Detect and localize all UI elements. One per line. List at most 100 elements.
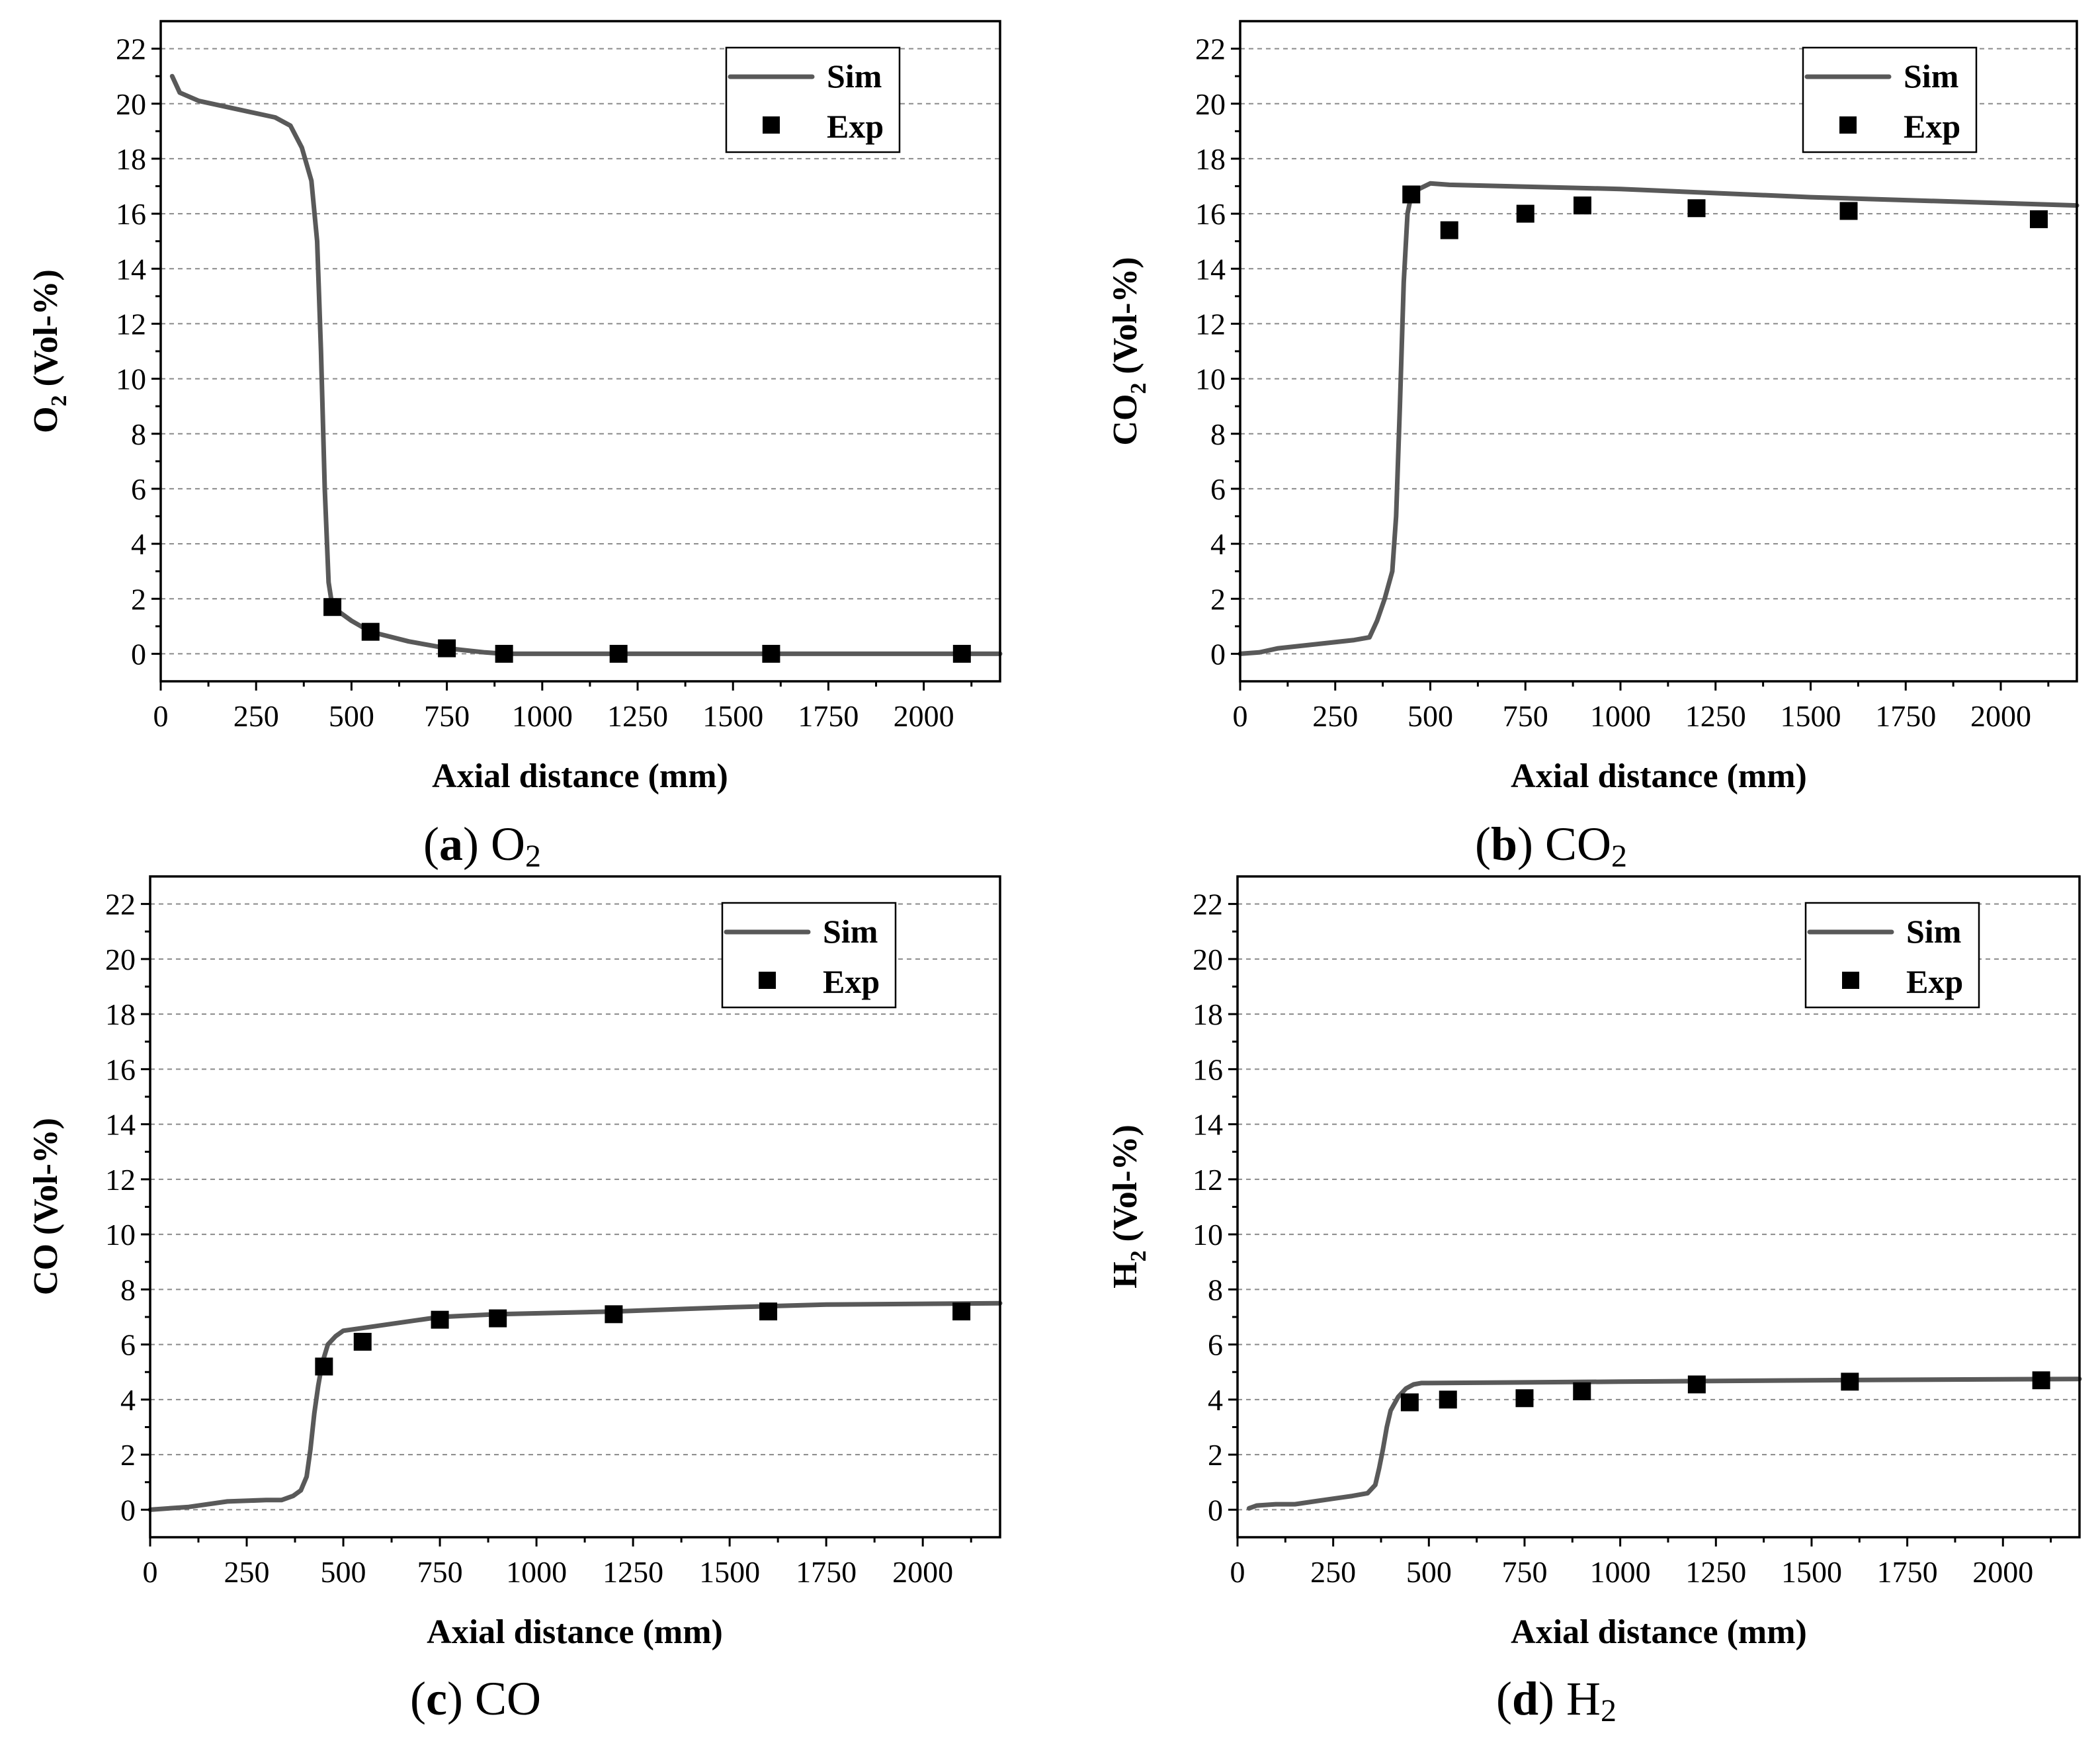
panel-a-x-tick-label-1250: 1250 [607, 699, 668, 733]
panel-c-x-tick-label-500: 500 [321, 1555, 366, 1589]
panel-b-x-axis-title: Axial distance (mm) [1511, 757, 1807, 795]
panel-b-caption-close: ) [1517, 818, 1545, 870]
panel-d-x-tick-label-1000: 1000 [1590, 1555, 1651, 1589]
panel-c-y-tick-label-10: 10 [105, 1218, 136, 1251]
panel-a-exp-point-550 [361, 622, 380, 641]
panel-a-x-axis-title: Axial distance (mm) [432, 757, 728, 795]
panel-b-exp-point-1600 [1839, 202, 1858, 220]
panel-b-x-tick-label-1750: 1750 [1875, 699, 1936, 733]
panel-c-x-tick-label-0: 0 [143, 1555, 158, 1589]
panel-c-exp-point-550 [353, 1332, 372, 1351]
panel-a-caption-subscript: 2 [525, 839, 541, 874]
panel-c-y-tick-label-6: 6 [120, 1328, 136, 1362]
panel-c-caption-close: ) [447, 1672, 475, 1725]
panel-b-y-tick-label-0: 0 [1210, 637, 1226, 671]
panel-d-x-tick-label-250: 250 [1310, 1555, 1356, 1589]
panel-b-y-axis-title: CO2 (Vol-%) [1107, 257, 1151, 445]
panel-a-y-tick-label-6: 6 [131, 472, 146, 506]
panel-d-exp-point-750 [1515, 1389, 1534, 1408]
panel-a-y-axis-title-main: O [27, 406, 65, 433]
panel-b-y-tick-label-20: 20 [1195, 87, 1226, 121]
panel-c: 0 2 4 6 8 10 12 14 16 18 20 22 0 250 500 750 1000 1250 150… [27, 875, 1003, 1725]
panel-b-y-tick-label-18: 18 [1195, 142, 1226, 176]
panel-d-x-tick-label-2000: 2000 [1972, 1555, 2033, 1589]
panel-d-exp-point-1600 [1841, 1373, 1859, 1391]
panel-c-x-tick-label-250: 250 [224, 1555, 270, 1589]
panel-a-x-tick-label-0: 0 [153, 699, 169, 733]
panel-d-exp-point-900 [1573, 1382, 1591, 1400]
panel-c-y-tick-label-14: 14 [105, 1108, 136, 1142]
panel-d-axes: 0 2 4 6 8 10 12 14 16 18 20 22 0 250 500 750 1000 1250 150… [1193, 888, 2052, 1589]
panel-d-caption: (d) H2 [1496, 1672, 1617, 1728]
panel-c-y-tick-label-0: 0 [120, 1493, 136, 1527]
panel-d-exp-point-1200 [1687, 1375, 1706, 1394]
panel-a-sim-line [169, 73, 1003, 656]
panel-d-y-tick-label-22: 22 [1193, 888, 1223, 921]
panel-d-legend-box [1804, 902, 1980, 1009]
panel-a-x-tick-label-1500: 1500 [702, 699, 763, 733]
panel-d-sim-line [1246, 1377, 2082, 1511]
panel-c-caption: (c) CO [410, 1672, 541, 1725]
panel-b-x-tick-label-0: 0 [1233, 699, 1248, 733]
panel-d-y-axis-title-main: H [1107, 1261, 1144, 1288]
panel-d-legend-sim-label: Sim [1906, 913, 1961, 950]
panel-a-exp-point-750 [438, 639, 456, 657]
panel-c-caption-letter: c [426, 1672, 447, 1725]
panel-d-y-tick-label-12: 12 [1193, 1163, 1223, 1197]
panel-a-legend-exp-label: Exp [827, 108, 884, 145]
panel-d-exp-point-550 [1439, 1390, 1457, 1409]
panel-b-x-tick-label-1500: 1500 [1781, 699, 1841, 733]
panel-c-y-axis-title-main: CO (Vol-%) [27, 1118, 65, 1295]
panel-c-x-tick-label-1000: 1000 [506, 1555, 567, 1589]
panel-c-y-tick-label-8: 8 [120, 1273, 136, 1306]
panel-c-y-tick-label-22: 22 [105, 888, 136, 921]
panel-c-grid [150, 903, 1000, 1511]
panel-c-legend-sim-label: Sim [823, 913, 878, 950]
panel-c-legend-exp-marker [759, 972, 776, 989]
panel-d-caption-open: ( [1496, 1672, 1512, 1725]
panel-a-caption-open: ( [423, 818, 439, 870]
panel-d-y-axis-title: H2 (Vol-%) [1107, 1124, 1151, 1289]
panel-b-y-tick-label-10: 10 [1195, 362, 1226, 396]
panel-a-y-tick-label-18: 18 [116, 142, 146, 176]
panel-a-caption-species: O [491, 818, 525, 870]
panel-a-y-tick-label-8: 8 [131, 417, 146, 451]
panel-a-y-axis-title-rest: (Vol-%) [27, 269, 65, 395]
panel-a-x-tick-label-1750: 1750 [798, 699, 859, 733]
panel-b-y-tick-label-14: 14 [1195, 252, 1226, 286]
panel-b-y-axis-title-main: CO [1107, 394, 1144, 446]
panel-d-y-tick-label-10: 10 [1193, 1218, 1223, 1251]
panel-a-y-tick-label-22: 22 [116, 32, 146, 66]
panel-d-y-axis-title-rest: (Vol-%) [1107, 1124, 1144, 1250]
panel-b-y-tick-label-12: 12 [1195, 307, 1226, 341]
panel-b-exp-point-1200 [1687, 199, 1706, 218]
panel-c-series [147, 1300, 1003, 1512]
panel-a-y-tick-label-4: 4 [131, 527, 146, 561]
panel-c-caption-species: CO [475, 1672, 541, 1725]
panel-a-grid [161, 48, 1000, 655]
panel-a-y-tick-label-2: 2 [131, 582, 146, 616]
panel-a-legend-box [725, 46, 901, 153]
panel-d-y-tick-label-14: 14 [1193, 1108, 1223, 1142]
panel-c-x-tick-label-2000: 2000 [892, 1555, 953, 1589]
panel-d-y-axis-title-subscript: 2 [1126, 1250, 1151, 1261]
panel-a-exp-point-450 [323, 598, 342, 616]
panel-b-exp-point-2100 [2030, 210, 2048, 228]
panel-d-legend: Sim Exp [1804, 902, 1980, 1009]
panel-d-series [1246, 1371, 2082, 1511]
panel-a-legend: Sim Exp [725, 46, 901, 153]
panel-d-legend-exp-marker [1842, 972, 1859, 989]
panel-c-x-axis-title: Axial distance (mm) [427, 1613, 723, 1651]
panel-d-caption-species: H [1566, 1672, 1601, 1725]
panel-c-exp-point-450 [315, 1357, 333, 1376]
panel-c-x-tick-label-1250: 1250 [603, 1555, 663, 1589]
panel-a-caption: (a) O2 [423, 818, 541, 874]
panel-a-legend-sim-label: Sim [827, 58, 882, 95]
panel-b-caption-open: ( [1475, 818, 1491, 870]
panel-d-caption-subscript: 2 [1601, 1693, 1617, 1728]
panel-a-series [169, 73, 1003, 663]
panel-b-x-tick-label-500: 500 [1407, 699, 1453, 733]
